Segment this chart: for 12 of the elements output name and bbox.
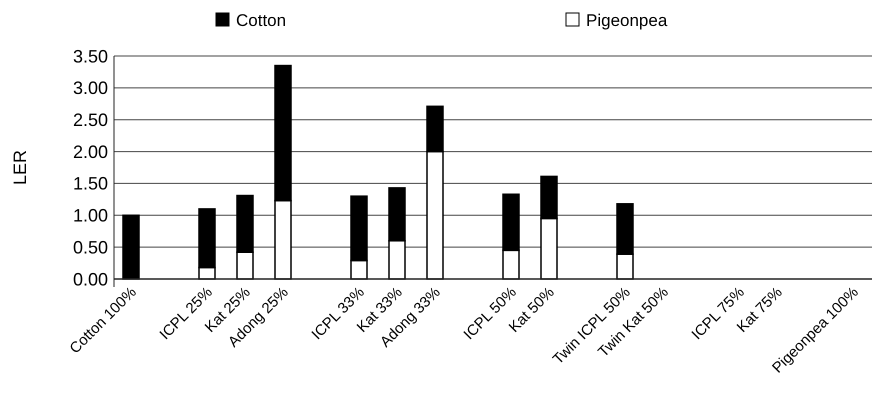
y-axis-title: LER bbox=[10, 150, 30, 186]
y-tick-label: 1.50 bbox=[72, 174, 108, 194]
bar bbox=[122, 214, 140, 280]
y-tick-label: 3.00 bbox=[72, 78, 108, 98]
y-tick-label: 2.50 bbox=[72, 110, 108, 130]
y-tick-label: 1.00 bbox=[72, 206, 108, 226]
y-tick-label: 2.00 bbox=[72, 142, 108, 162]
y-tick-label: 3.50 bbox=[72, 46, 108, 66]
legend-label: Pigeonpea bbox=[586, 10, 668, 30]
y-tick-label: 0.00 bbox=[72, 269, 108, 290]
legend-label: Cotton bbox=[236, 10, 286, 30]
y-tick-label: 0.50 bbox=[72, 237, 108, 258]
